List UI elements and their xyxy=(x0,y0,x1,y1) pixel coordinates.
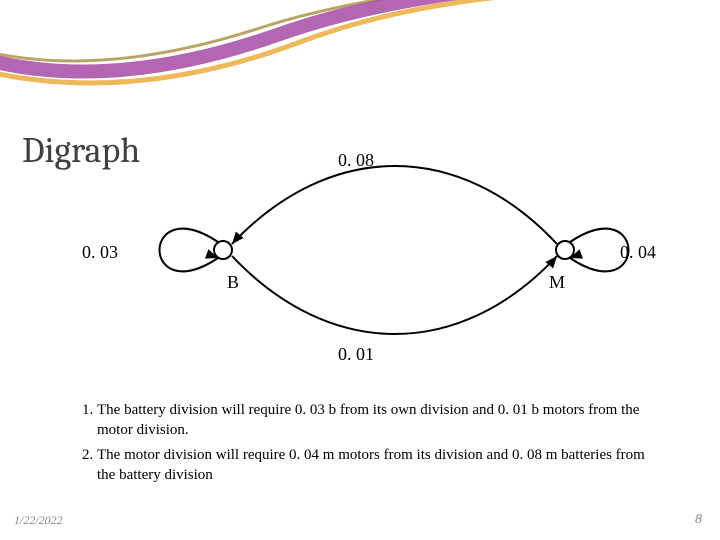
svg-text:0. 08: 0. 08 xyxy=(338,150,374,170)
notes-list: The battery division will require 0. 03 … xyxy=(75,400,655,489)
header-swoosh xyxy=(0,0,720,90)
digraph-diagram: 0. 08 0. 01 0. 03 0. 04 B M xyxy=(60,150,660,370)
svg-text:M: M xyxy=(549,272,565,292)
footer-date: 1/22/2022 xyxy=(14,513,63,528)
note-item: The battery division will require 0. 03 … xyxy=(97,400,655,441)
footer-page-number: 8 xyxy=(695,512,702,528)
note-item: The motor division will require 0. 04 m … xyxy=(97,445,655,486)
svg-text:0. 01: 0. 01 xyxy=(338,344,374,364)
svg-text:0. 03: 0. 03 xyxy=(82,242,118,262)
svg-text:0. 04: 0. 04 xyxy=(620,242,656,262)
svg-text:B: B xyxy=(227,272,239,292)
